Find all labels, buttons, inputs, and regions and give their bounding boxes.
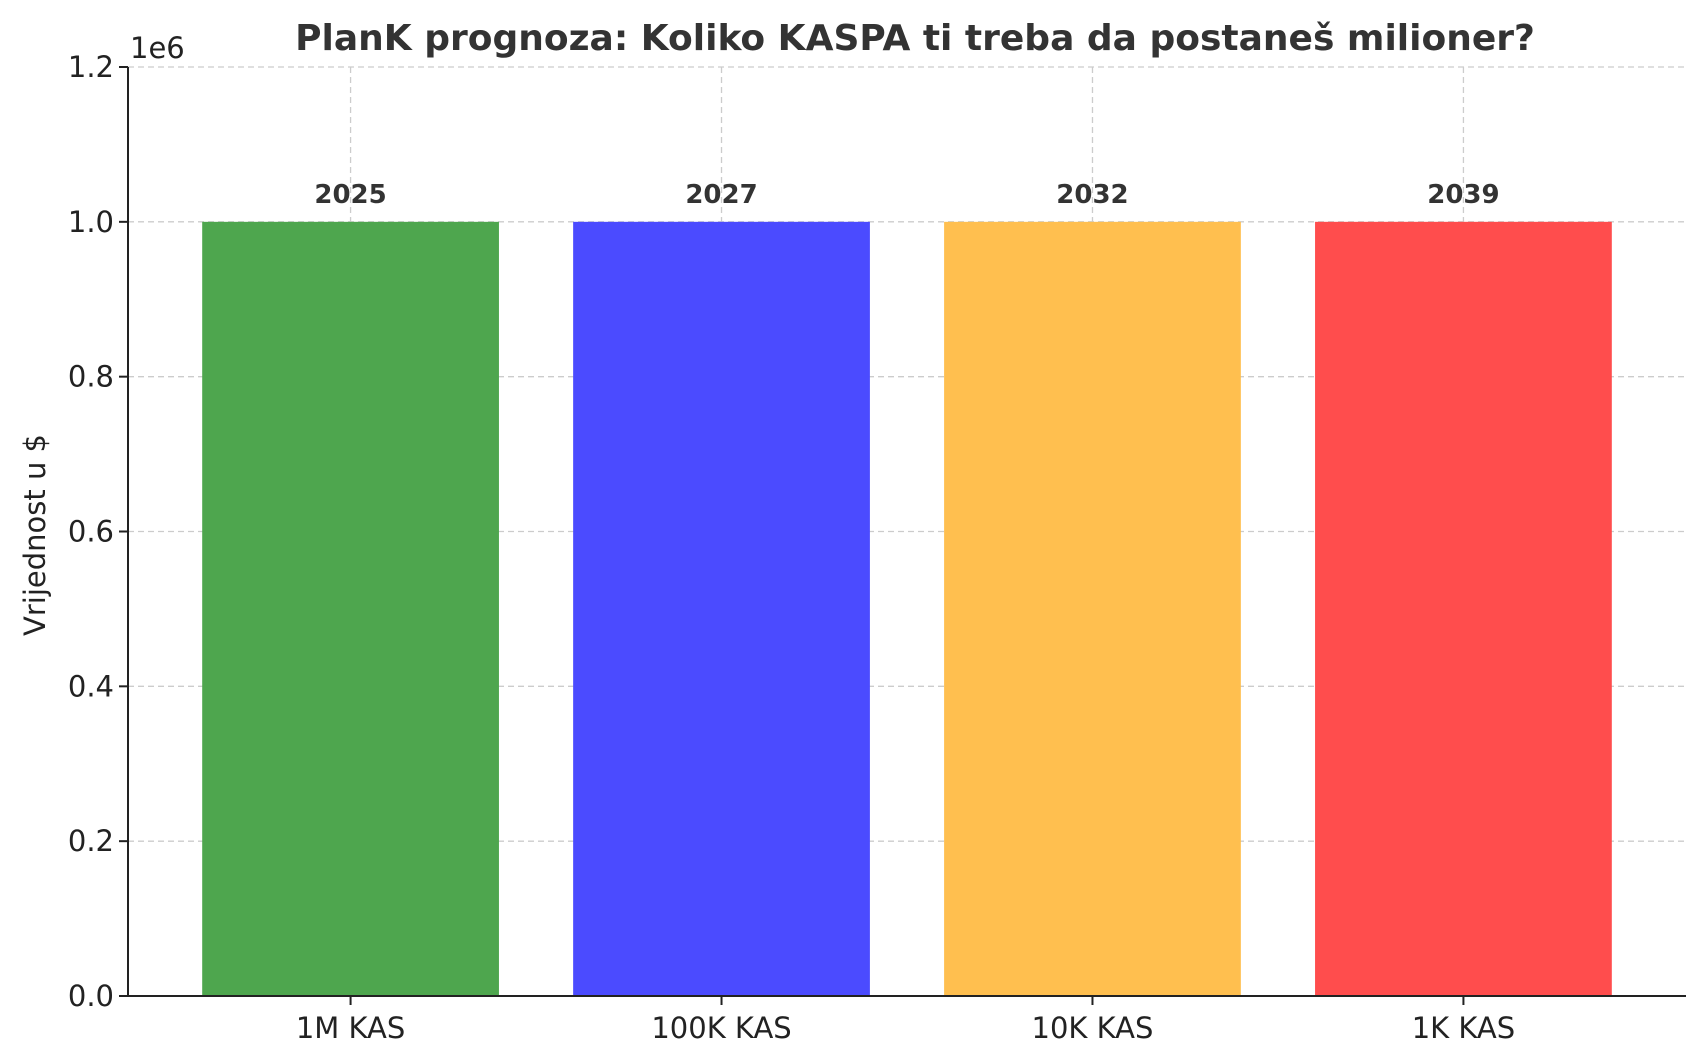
bar-data-label: 2027 <box>685 180 757 210</box>
y-multiplier-label: 1e6 <box>130 31 185 65</box>
chart-title: PlanK prognoza: Koliko KASPA ti treba da… <box>295 18 1535 59</box>
y-tick-label: 0.4 <box>68 669 114 703</box>
bar-data-label: 2032 <box>1056 180 1128 210</box>
y-tick-label: 1.0 <box>68 205 114 239</box>
tick-labels: 0.0 0.2 0.4 0.6 0.8 1.0 1.2 2025 1M KAS 2027 100K … <box>68 50 1515 1045</box>
bar-data-label: 2025 <box>314 180 386 210</box>
x-tick-label: 100K KAS <box>651 1011 791 1045</box>
bar <box>573 221 870 997</box>
bar <box>1315 221 1612 997</box>
bar <box>944 221 1241 997</box>
x-tick-label: 1M KAS <box>296 1011 405 1045</box>
axes <box>119 66 1686 1005</box>
y-tick-label: 0.0 <box>68 979 114 1013</box>
bar-data-label: 2039 <box>1427 180 1499 210</box>
y-tick-label: 0.8 <box>68 360 114 394</box>
y-tick-label: 0.6 <box>68 515 114 549</box>
bars <box>202 221 1612 997</box>
bar <box>202 221 499 997</box>
y-tick-label: 0.2 <box>68 824 114 858</box>
x-tick-label: 10K KAS <box>1032 1011 1154 1045</box>
y-tick-label: 1.2 <box>68 50 114 84</box>
y-axis-label: Vrijednost u $ <box>18 434 52 636</box>
x-tick-label: 1K KAS <box>1412 1011 1515 1045</box>
